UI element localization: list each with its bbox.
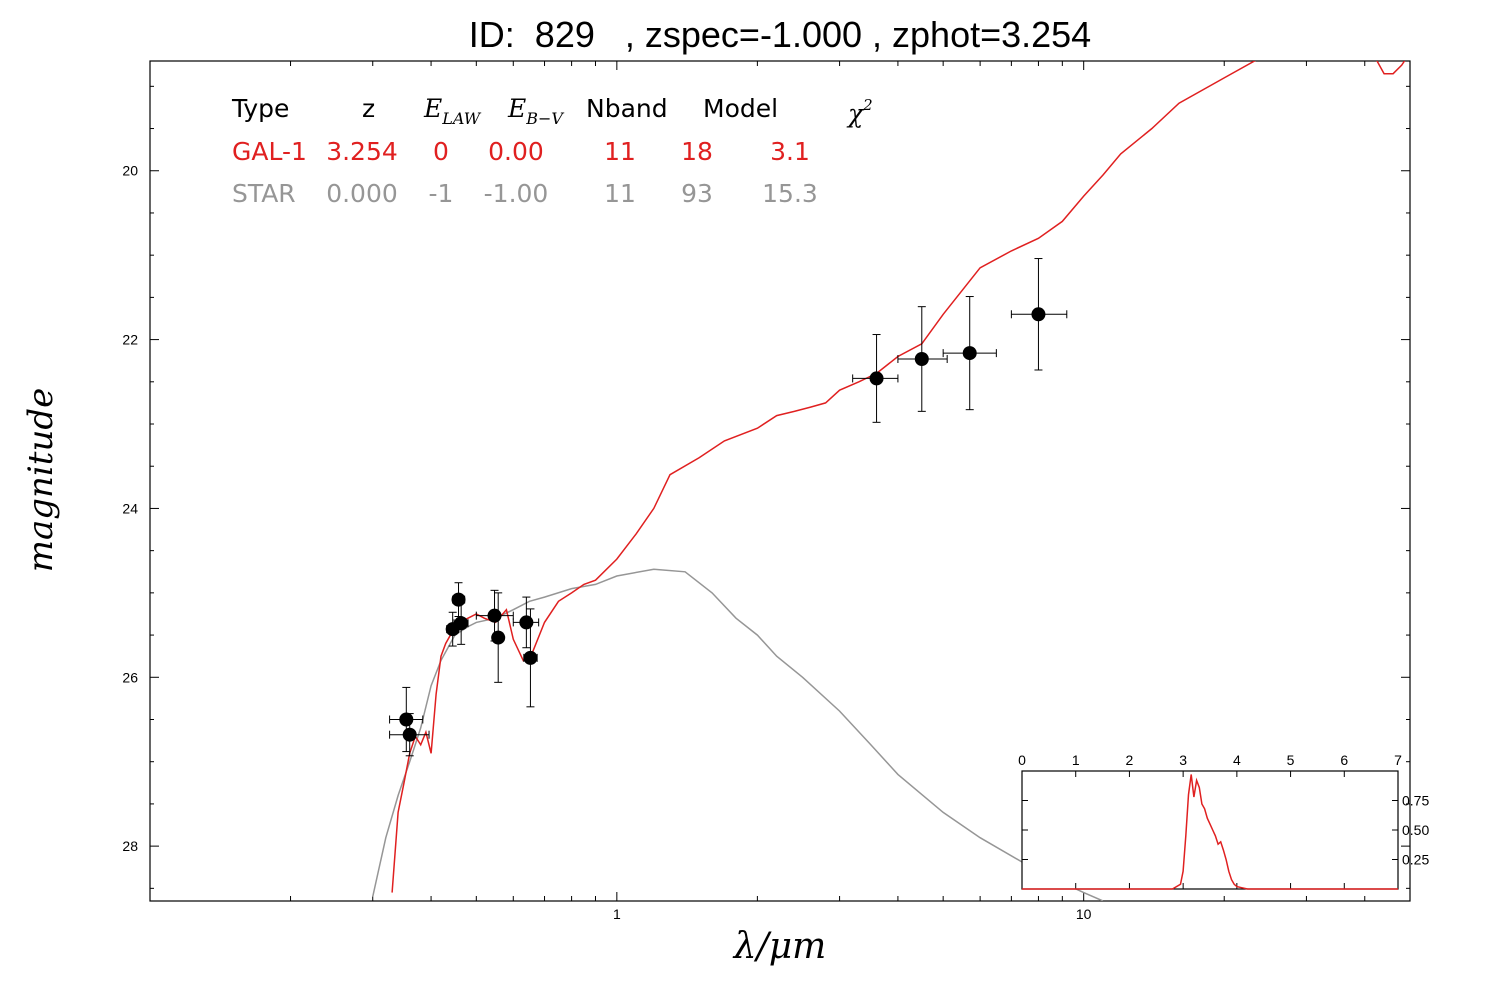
inset-axis-ticks: 0 1 2 3 4 5 6 7 0.25 0.50 0.75 [1018,752,1429,889]
table-header-ebv: EB−V [507,94,564,128]
y-axis-label: magnitude [21,388,61,573]
table-cell-elaw: 0 [433,137,449,166]
inset-series-group [1022,774,1398,890]
inset-x-tick-label: 0 [1018,752,1026,768]
table-cell-z: 0.000 [326,179,398,208]
table-header-type: Type [231,94,289,123]
fit-table: Type z ELAW EB−V Nband Model χ2 [231,94,873,128]
inset-x-tick-label: 4 [1233,752,1241,768]
inset-x-tick-label: 7 [1394,752,1402,768]
photometry-point [453,601,469,645]
table-cell-z: 3.254 [326,137,398,166]
photometry-point [942,296,997,411]
table-header-z: z [362,94,375,123]
table-header-elaw: ELAW [423,94,482,128]
chart-title: ID: 829 , zspec=-1.000 , zphot=3.254 [468,14,1092,55]
series-line-star [371,568,1104,901]
y-tick-label: 28 [122,838,138,854]
photometry-point [491,592,506,683]
table-cell-type: GAL-1 [232,137,307,166]
series-line-gal-1 [391,61,1406,893]
inset-x-tick-label: 1 [1072,752,1080,768]
table-cell-type: STAR [232,179,296,208]
table-cell-elaw: -1 [429,179,454,208]
photometry-point [512,596,540,649]
inset-y-tick-label: 0.75 [1402,793,1429,809]
table-header-model: Model [703,94,778,123]
table-cell-nband: 11 [604,179,636,208]
photometry-point [1010,258,1068,371]
table-cell-model: 93 [681,179,713,208]
y-tick-label: 20 [122,163,138,179]
table-header-nband: Nband [586,94,668,123]
inset-y-tick-label: 0.50 [1402,822,1429,838]
main-plot-frame [149,60,1411,902]
x-tick-label: 10 [1076,906,1092,922]
main-series-group [371,61,1406,901]
x-axis-label: λ/μm [732,926,826,967]
inset-y-tick-label: 0.25 [1402,852,1429,868]
inset-x-tick-label: 2 [1126,752,1134,768]
photometry-point [523,608,538,708]
photometry-point [852,334,899,423]
inset-plot-frame [1021,770,1399,890]
inset-x-tick-label: 3 [1179,752,1187,768]
photometry-point [897,306,948,412]
photometry-point [451,582,466,617]
table-header-chi2: χ2 [846,96,873,128]
y-tick-label: 26 [122,669,138,685]
table-cell-ebv: 0.00 [488,137,544,166]
table-cell-chi2: 3.1 [770,137,810,166]
y-tick-label: 22 [122,332,138,348]
table-cell-chi2: 15.3 [762,179,818,208]
inset-x-tick-label: 5 [1287,752,1295,768]
inset-pdf-line [1022,774,1398,890]
photometry-points-group [389,258,1068,757]
photometry-point [389,713,430,757]
x-tick-label: 1 [613,906,621,922]
table-cell-model: 18 [681,137,713,166]
table-cell-ebv: -1.00 [484,179,549,208]
fit-table-rows: GAL-1 3.254 0 0.00 11 18 3.1 STAR 0.000 -1 -1.00 11… [232,137,818,208]
y-tick-label: 24 [122,500,138,516]
inset-x-tick-label: 6 [1340,752,1348,768]
table-cell-nband: 11 [604,137,636,166]
